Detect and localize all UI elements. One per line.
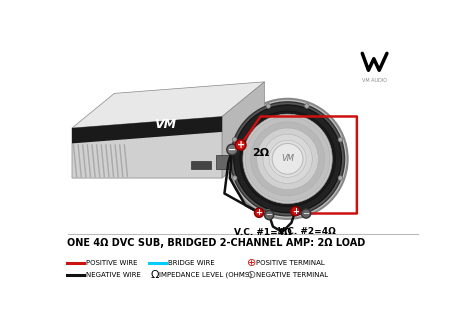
Polygon shape bbox=[222, 82, 264, 178]
Circle shape bbox=[228, 99, 347, 219]
Text: IMPEDANCE LEVEL (OHMS): IMPEDANCE LEVEL (OHMS) bbox=[159, 272, 252, 278]
Text: VM: VM bbox=[281, 154, 294, 163]
Text: 2Ω: 2Ω bbox=[252, 148, 269, 158]
Circle shape bbox=[231, 102, 345, 216]
Circle shape bbox=[232, 176, 237, 180]
Circle shape bbox=[245, 116, 330, 201]
Text: POSITIVE TERMINAL: POSITIVE TERMINAL bbox=[256, 260, 325, 266]
Text: ⊕: ⊕ bbox=[246, 258, 256, 268]
Bar bbox=[191, 161, 210, 169]
Circle shape bbox=[269, 140, 306, 177]
Text: Ω: Ω bbox=[150, 270, 159, 280]
Text: V.C. #1=4Ω: V.C. #1=4Ω bbox=[234, 228, 292, 237]
Circle shape bbox=[243, 114, 332, 204]
Circle shape bbox=[264, 211, 273, 220]
Circle shape bbox=[263, 134, 312, 184]
Text: −: − bbox=[228, 144, 236, 155]
Circle shape bbox=[272, 143, 303, 174]
Text: ONE 4Ω DVC SUB, BRIDGED 2-CHANNEL AMP: 2Ω LOAD: ONE 4Ω DVC SUB, BRIDGED 2-CHANNEL AMP: 2… bbox=[66, 238, 365, 248]
Circle shape bbox=[266, 209, 271, 214]
Text: +: + bbox=[292, 207, 299, 216]
Text: +: + bbox=[255, 208, 263, 217]
Text: NEGATIVE WIRE: NEGATIVE WIRE bbox=[86, 272, 141, 278]
Text: POSITIVE WIRE: POSITIVE WIRE bbox=[86, 260, 137, 266]
Text: VM AUDIO: VM AUDIO bbox=[362, 78, 387, 83]
Circle shape bbox=[338, 176, 343, 180]
Circle shape bbox=[235, 139, 246, 150]
Polygon shape bbox=[72, 116, 222, 143]
Circle shape bbox=[227, 144, 237, 155]
Text: ⊙: ⊙ bbox=[246, 270, 256, 280]
Text: NEGATIVE TERMINAL: NEGATIVE TERMINAL bbox=[256, 272, 328, 278]
Text: −: − bbox=[265, 211, 273, 219]
Text: VM: VM bbox=[154, 118, 176, 131]
Bar bbox=[216, 155, 231, 169]
Circle shape bbox=[232, 137, 237, 142]
Circle shape bbox=[304, 104, 309, 108]
Text: +: + bbox=[237, 140, 245, 150]
Circle shape bbox=[304, 209, 309, 214]
Circle shape bbox=[251, 122, 325, 196]
Circle shape bbox=[266, 104, 271, 108]
Circle shape bbox=[257, 128, 319, 190]
Circle shape bbox=[291, 207, 300, 216]
Text: BRIDGE WIRE: BRIDGE WIRE bbox=[168, 260, 215, 266]
Circle shape bbox=[338, 137, 343, 142]
Circle shape bbox=[255, 208, 264, 217]
Circle shape bbox=[234, 105, 341, 213]
Circle shape bbox=[301, 209, 310, 218]
Text: V.C. #2=4Ω: V.C. #2=4Ω bbox=[278, 227, 336, 236]
Text: −: − bbox=[302, 209, 310, 218]
Circle shape bbox=[240, 111, 335, 207]
Polygon shape bbox=[72, 116, 222, 178]
Polygon shape bbox=[72, 82, 264, 128]
